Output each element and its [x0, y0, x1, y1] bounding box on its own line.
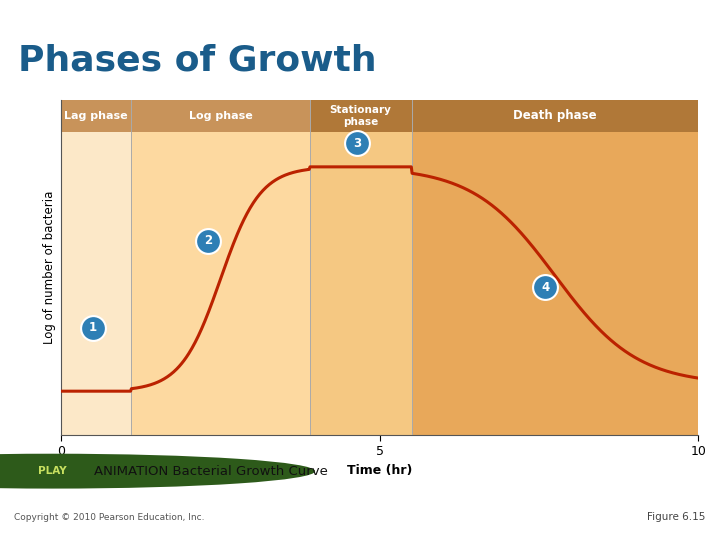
Bar — [61, 100, 131, 435]
Text: 3: 3 — [354, 137, 361, 150]
Text: Copyright © 2010 Pearson Education, Inc.: Copyright © 2010 Pearson Education, Inc. — [14, 512, 204, 522]
Text: PLAY: PLAY — [38, 466, 67, 476]
Point — [352, 139, 364, 148]
Point — [202, 236, 214, 245]
Bar — [310, 100, 412, 132]
Text: 4: 4 — [541, 281, 549, 294]
Bar — [131, 100, 310, 132]
Text: Stationary
phase: Stationary phase — [330, 105, 392, 126]
X-axis label: Time (hr): Time (hr) — [347, 464, 413, 477]
Bar — [412, 100, 698, 132]
Text: Death phase: Death phase — [513, 109, 597, 122]
Text: 2: 2 — [204, 234, 212, 247]
Text: Log phase: Log phase — [189, 111, 253, 121]
Bar — [412, 100, 698, 435]
Text: Lag phase: Lag phase — [64, 111, 128, 121]
Text: ANIMATION Bacterial Growth Curve: ANIMATION Bacterial Growth Curve — [94, 464, 328, 478]
Y-axis label: Log of number of bacteria: Log of number of bacteria — [42, 191, 55, 344]
Bar — [61, 100, 131, 132]
Point — [87, 323, 99, 332]
Text: Phases of Growth: Phases of Growth — [18, 44, 377, 78]
Point — [540, 283, 552, 292]
Bar — [310, 100, 412, 435]
Text: 1: 1 — [89, 321, 97, 334]
Bar — [131, 100, 310, 435]
Text: Figure 6.15: Figure 6.15 — [647, 512, 706, 522]
Circle shape — [0, 454, 315, 489]
